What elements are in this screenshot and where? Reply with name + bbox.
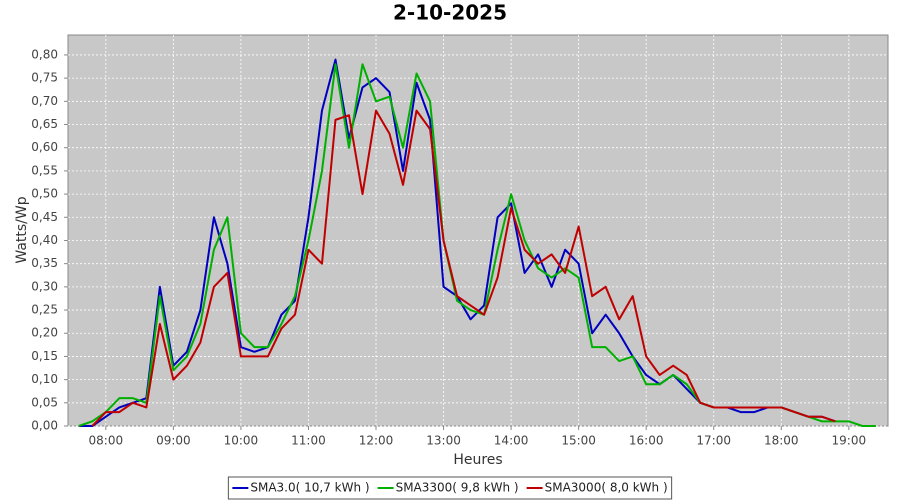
y-tick-label: 0,60	[31, 140, 58, 154]
x-tick-label: 10:00	[224, 434, 259, 448]
y-axis-label: Watts/Wp	[14, 196, 30, 263]
y-tick-label: 0,65	[31, 117, 58, 131]
legend-label: SMA3.0( 10,7 kWh )	[250, 481, 369, 495]
x-tick-label: 13:00	[426, 434, 461, 448]
x-tick-label: 16:00	[629, 434, 664, 448]
y-tick-label: 0,10	[31, 372, 58, 386]
y-tick-label: 0,50	[31, 187, 58, 201]
legend-label: SMA3300( 9,8 kWh )	[396, 481, 519, 495]
y-tick-label: 0,05	[31, 395, 58, 409]
series-line	[91, 109, 836, 427]
x-tick-label: 14:00	[494, 434, 529, 448]
legend-label: SMA3000( 8,0 kWh )	[545, 481, 668, 495]
y-tick-label: 0,25	[31, 303, 58, 317]
x-tick-label: 18:00	[764, 434, 799, 448]
x-tick-label: 12:00	[359, 434, 394, 448]
y-tick-label: 0,15	[31, 349, 58, 363]
chart-title: 2-10-2025	[393, 1, 507, 25]
x-axis-label: Heures	[453, 452, 502, 468]
x-tick-label: 19:00	[832, 434, 867, 448]
y-tick-label: 0,30	[31, 279, 58, 293]
y-tick-label: 0,55	[31, 163, 58, 177]
y-tick-label: 0,00	[31, 419, 58, 433]
x-tick-label: 08:00	[89, 434, 124, 448]
x-tick-label: 09:00	[156, 434, 191, 448]
legend-box	[227, 476, 673, 500]
x-tick-label: 11:00	[291, 434, 326, 448]
y-tick-label: 0,20	[31, 326, 58, 340]
y-tick-label: 0,45	[31, 210, 58, 224]
y-tick-label: 0,40	[31, 233, 58, 247]
x-tick-label: 15:00	[561, 434, 596, 448]
legend: SMA3.0( 10,7 kWh ) SMA3300( 9,8 kWh ) SMA3…	[227, 476, 673, 500]
x-tick-label: 17:00	[696, 434, 731, 448]
y-tick-label: 0,75	[31, 71, 58, 85]
y-tick-label: 0,35	[31, 256, 58, 270]
y-tick-label: 0,80	[31, 47, 58, 61]
plot-area	[67, 34, 889, 427]
y-tick-label: 0,70	[31, 94, 58, 108]
